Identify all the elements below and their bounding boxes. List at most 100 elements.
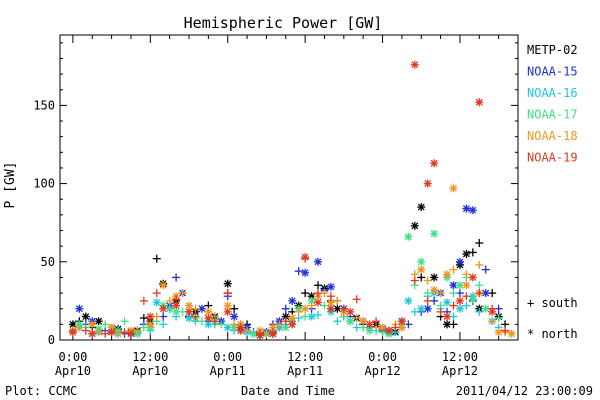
noaa-18-south-point <box>333 296 342 305</box>
noaa-17-south-point <box>217 320 226 329</box>
noaa-15-north-point <box>301 268 310 277</box>
noaa-19-south-point <box>501 326 510 335</box>
noaa-16-north-point <box>417 304 426 313</box>
legend-noaa-19: NOAA-19 <box>527 151 578 165</box>
noaa-17-south-point <box>120 317 129 326</box>
noaa-19-north-point <box>126 329 135 338</box>
noaa-19-north-point <box>107 328 116 337</box>
metp-02-north-point <box>443 320 452 329</box>
y-tick-label: 150 <box>33 98 55 112</box>
noaa-18-north-point <box>359 317 368 326</box>
y-tick-label: 50 <box>41 255 55 269</box>
legend: METP-02 NOAA-15 NOAA-16 NOAA-17 NOAA-18 NOAA-… <box>527 43 578 341</box>
noaa-15-south-point <box>294 267 303 276</box>
noaa-19-north-point <box>255 331 264 340</box>
noaa-19-south-point <box>314 289 323 298</box>
metp-02-north-point <box>410 221 419 230</box>
noaa-19-south-point <box>410 276 419 285</box>
noaa-16-north-point <box>307 312 316 321</box>
y-tick-label: 100 <box>33 177 55 191</box>
noaa-18-north-point <box>507 329 516 338</box>
noaa-19-south-point <box>191 312 200 321</box>
noaa-19-north-point <box>223 307 232 316</box>
metp-02-south-point <box>417 273 426 282</box>
noaa-18-north-point <box>223 301 232 310</box>
x-tick-label-date: Apr11 <box>287 364 323 378</box>
noaa-15-north-point <box>288 296 297 305</box>
metp-02-north-point <box>417 203 426 212</box>
noaa-17-south-point <box>494 314 503 323</box>
noaa-18-south-point <box>423 276 432 285</box>
noaa-19-north-point <box>314 298 323 307</box>
noaa-18-north-point <box>88 320 97 329</box>
noaa-17-south-point <box>197 317 206 326</box>
noaa-19-north-point <box>488 307 497 316</box>
noaa-15-north-point <box>75 304 84 313</box>
noaa-19-south-point <box>352 295 361 304</box>
x-tick-label-time: 0:00 <box>368 350 397 364</box>
noaa-16-north-point <box>152 298 161 307</box>
noaa-19-north-point <box>288 320 297 329</box>
plot-timestamp: 2011/04/12 23:00:09 <box>456 384 593 398</box>
noaa-18-south-point <box>94 328 103 337</box>
legend-noaa-17: NOAA-17 <box>527 108 578 122</box>
noaa-16-south-point <box>159 320 168 329</box>
metp-02-south-point <box>152 254 161 263</box>
noaa-18-south-point <box>75 323 84 332</box>
noaa-15-south-point <box>481 265 490 274</box>
noaa-19-north-point <box>475 98 484 107</box>
noaa-19-north-point <box>236 326 245 335</box>
noaa-19-north-point <box>430 159 439 168</box>
noaa-19-north-point <box>346 307 355 316</box>
noaa-19-north-point <box>159 304 168 313</box>
legend-marker-north: * north <box>527 327 578 341</box>
noaa-18-north-point <box>146 320 155 329</box>
noaa-17-south-point <box>423 289 432 298</box>
x-tick-label-date: Apr11 <box>210 364 246 378</box>
noaa-17-north-point <box>430 229 439 238</box>
noaa-17-north-point <box>468 295 477 304</box>
noaa-18-south-point <box>488 317 497 326</box>
x-tick-label-time: 12:00 <box>442 350 478 364</box>
metp-02-north-point <box>430 273 439 282</box>
plot-credit: Plot: CCMC <box>5 384 77 398</box>
noaa-19-north-point <box>204 314 213 323</box>
noaa-19-north-point <box>410 60 419 69</box>
y-axis: 0 50 100 150 <box>33 42 518 347</box>
noaa-16-north-point <box>443 298 452 307</box>
legend-noaa-18: NOAA-18 <box>527 129 578 143</box>
noaa-17-south-point <box>320 301 329 310</box>
noaa-15-north-point <box>326 282 335 291</box>
noaa-16-south-point <box>333 317 342 326</box>
noaa-18-north-point <box>417 265 426 274</box>
noaa-19-north-point <box>443 312 452 321</box>
noaa-16-south-point <box>410 307 419 316</box>
noaa-16-north-point <box>455 304 464 313</box>
noaa-19-north-point <box>326 304 335 313</box>
noaa-15-south-point <box>172 273 181 282</box>
noaa-19-south-point <box>423 296 432 305</box>
noaa-17-north-point <box>307 296 316 305</box>
x-tick-label-date: Apr10 <box>55 364 91 378</box>
y-axis-label: P [GW] <box>3 162 18 209</box>
metp-02-south-point <box>475 239 484 248</box>
noaa-19-north-point <box>365 320 374 329</box>
plot-frame <box>59 34 519 341</box>
noaa-19-south-point <box>152 289 161 298</box>
noaa-15-north-point <box>314 257 323 266</box>
noaa-18-south-point <box>352 314 361 323</box>
noaa-18-south-point <box>449 265 458 274</box>
noaa-18-south-point <box>436 289 445 298</box>
noaa-19-south-point <box>372 317 381 326</box>
noaa-19-south-point <box>281 317 290 326</box>
noaa-19-north-point <box>423 179 432 188</box>
x-axis-label: Date and Time <box>241 384 335 398</box>
noaa-17-south-point <box>475 281 484 290</box>
x-tick-label-date: Apr12 <box>442 364 478 378</box>
x-tick-label-time: 12:00 <box>287 350 323 364</box>
noaa-19-south-point <box>120 328 129 337</box>
legend-noaa-16: NOAA-16 <box>527 86 578 100</box>
noaa-18-south-point <box>191 304 200 313</box>
noaa-18-north-point <box>449 184 458 193</box>
noaa-19-north-point <box>384 326 393 335</box>
